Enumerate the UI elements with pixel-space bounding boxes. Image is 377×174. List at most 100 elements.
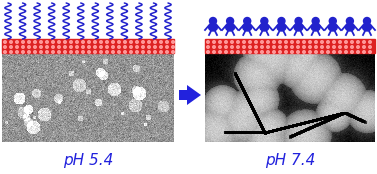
- Circle shape: [130, 46, 132, 48]
- Circle shape: [172, 51, 174, 53]
- Circle shape: [345, 51, 347, 53]
- Circle shape: [213, 41, 215, 43]
- Circle shape: [124, 46, 126, 48]
- Circle shape: [94, 51, 96, 53]
- Circle shape: [106, 46, 108, 48]
- Circle shape: [166, 41, 168, 43]
- Circle shape: [339, 46, 341, 48]
- Circle shape: [160, 41, 162, 43]
- Circle shape: [357, 41, 359, 43]
- Circle shape: [345, 41, 347, 43]
- Circle shape: [160, 51, 162, 53]
- Circle shape: [346, 18, 353, 25]
- Circle shape: [130, 51, 132, 53]
- Ellipse shape: [345, 23, 354, 31]
- Circle shape: [210, 18, 216, 25]
- Circle shape: [16, 46, 18, 48]
- Circle shape: [88, 41, 90, 43]
- Circle shape: [369, 51, 371, 53]
- Ellipse shape: [225, 23, 234, 31]
- Circle shape: [22, 51, 24, 53]
- Circle shape: [339, 51, 341, 53]
- Circle shape: [249, 41, 251, 43]
- Circle shape: [297, 46, 299, 48]
- Circle shape: [4, 46, 6, 48]
- Circle shape: [106, 51, 108, 53]
- Circle shape: [10, 46, 12, 48]
- Circle shape: [94, 46, 96, 48]
- Circle shape: [363, 18, 371, 25]
- Circle shape: [315, 51, 317, 53]
- Ellipse shape: [311, 23, 320, 31]
- Circle shape: [64, 51, 66, 53]
- Circle shape: [351, 41, 353, 43]
- Circle shape: [10, 41, 12, 43]
- Circle shape: [46, 41, 48, 43]
- Circle shape: [291, 51, 293, 53]
- Circle shape: [154, 41, 156, 43]
- Circle shape: [52, 46, 54, 48]
- Circle shape: [82, 41, 84, 43]
- Circle shape: [273, 46, 275, 48]
- Circle shape: [255, 41, 257, 43]
- Circle shape: [100, 46, 102, 48]
- Circle shape: [327, 46, 329, 48]
- Circle shape: [207, 46, 209, 48]
- Circle shape: [219, 41, 221, 43]
- Circle shape: [166, 51, 168, 53]
- Circle shape: [166, 46, 168, 48]
- Circle shape: [142, 51, 144, 53]
- Circle shape: [227, 18, 234, 25]
- Circle shape: [285, 51, 287, 53]
- Circle shape: [231, 51, 233, 53]
- Circle shape: [160, 46, 162, 48]
- Circle shape: [124, 51, 126, 53]
- Circle shape: [225, 46, 227, 48]
- Circle shape: [112, 41, 114, 43]
- Circle shape: [40, 41, 42, 43]
- Circle shape: [70, 51, 72, 53]
- Circle shape: [321, 41, 323, 43]
- Circle shape: [46, 46, 48, 48]
- Bar: [2, 39, 174, 53]
- Circle shape: [273, 41, 275, 43]
- Polygon shape: [179, 85, 201, 105]
- Circle shape: [329, 18, 336, 25]
- Circle shape: [327, 51, 329, 53]
- Circle shape: [327, 41, 329, 43]
- Circle shape: [112, 46, 114, 48]
- Circle shape: [231, 41, 233, 43]
- Circle shape: [118, 41, 120, 43]
- Circle shape: [28, 41, 30, 43]
- Circle shape: [219, 46, 221, 48]
- Circle shape: [154, 46, 156, 48]
- Circle shape: [136, 51, 138, 53]
- Ellipse shape: [277, 23, 286, 31]
- Circle shape: [148, 46, 150, 48]
- Circle shape: [303, 46, 305, 48]
- Circle shape: [237, 41, 239, 43]
- Circle shape: [136, 41, 138, 43]
- Circle shape: [172, 46, 174, 48]
- Circle shape: [261, 41, 263, 43]
- Circle shape: [34, 51, 36, 53]
- Circle shape: [267, 51, 269, 53]
- Circle shape: [148, 51, 150, 53]
- Circle shape: [315, 41, 317, 43]
- Circle shape: [118, 46, 120, 48]
- Circle shape: [213, 46, 215, 48]
- Circle shape: [154, 51, 156, 53]
- Ellipse shape: [294, 23, 303, 31]
- Circle shape: [82, 51, 84, 53]
- Circle shape: [34, 46, 36, 48]
- Circle shape: [255, 46, 257, 48]
- Circle shape: [279, 46, 281, 48]
- Ellipse shape: [260, 23, 269, 31]
- Circle shape: [261, 18, 268, 25]
- Circle shape: [345, 46, 347, 48]
- Circle shape: [76, 51, 78, 53]
- Circle shape: [278, 18, 285, 25]
- Circle shape: [34, 41, 36, 43]
- Bar: [205, 39, 375, 53]
- Circle shape: [88, 46, 90, 48]
